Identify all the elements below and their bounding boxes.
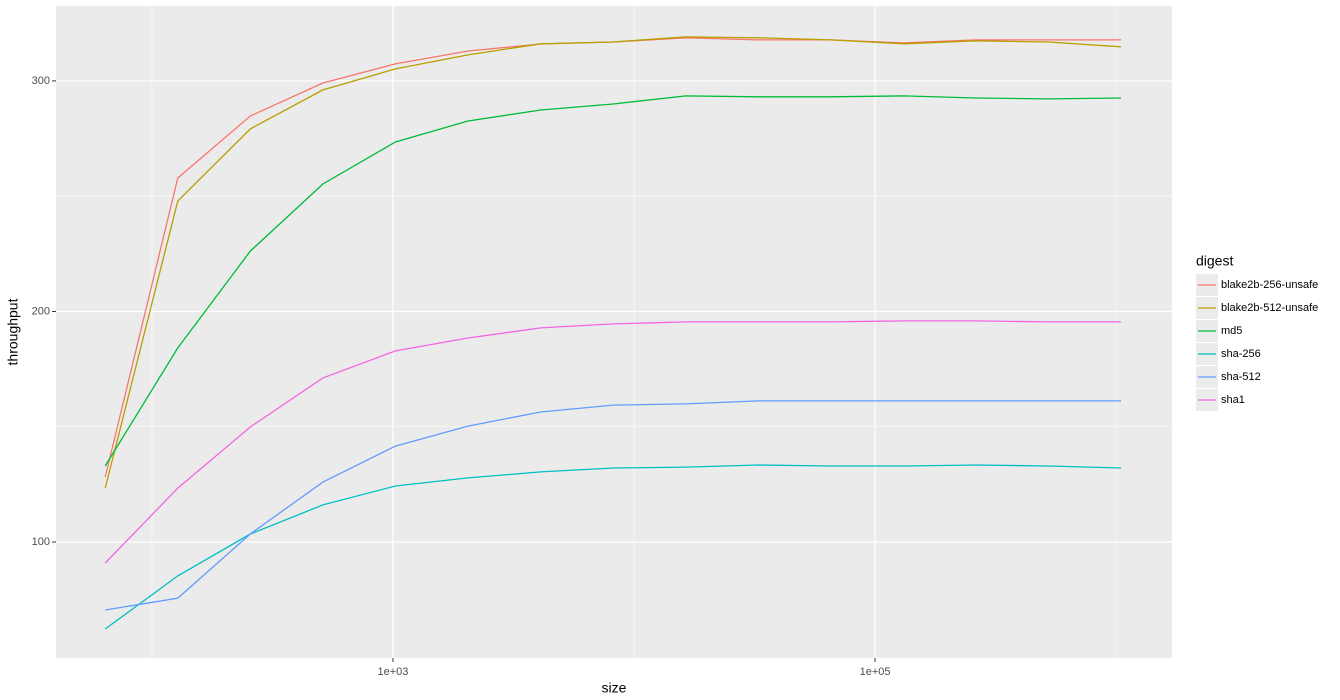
legend-label: sha1 [1221,394,1245,406]
legend-label: md5 [1221,325,1242,337]
series-line [104,95,1122,467]
y-tick-label: 300 [32,75,50,87]
x-tick-label: 1e+05 [860,666,891,678]
series-line [104,464,1122,630]
series-line [104,36,1122,489]
legend-label: sha-256 [1221,348,1261,360]
series-line [104,320,1121,564]
legend-label: blake2b-512-unsafe [1221,302,1318,314]
panel [56,6,1172,658]
x-axis-title: size [602,680,627,696]
series-line [105,400,1121,611]
y-tick-label: 200 [32,305,50,317]
legend-label: sha-512 [1221,371,1261,383]
legend-label: blake2b-256-unsafe [1221,279,1318,291]
x-tick-label: 1e+03 [378,666,409,678]
y-tick-label: 100 [32,536,50,548]
legend-title: digest [1196,253,1233,269]
y-axis-title: throughput [5,298,21,365]
